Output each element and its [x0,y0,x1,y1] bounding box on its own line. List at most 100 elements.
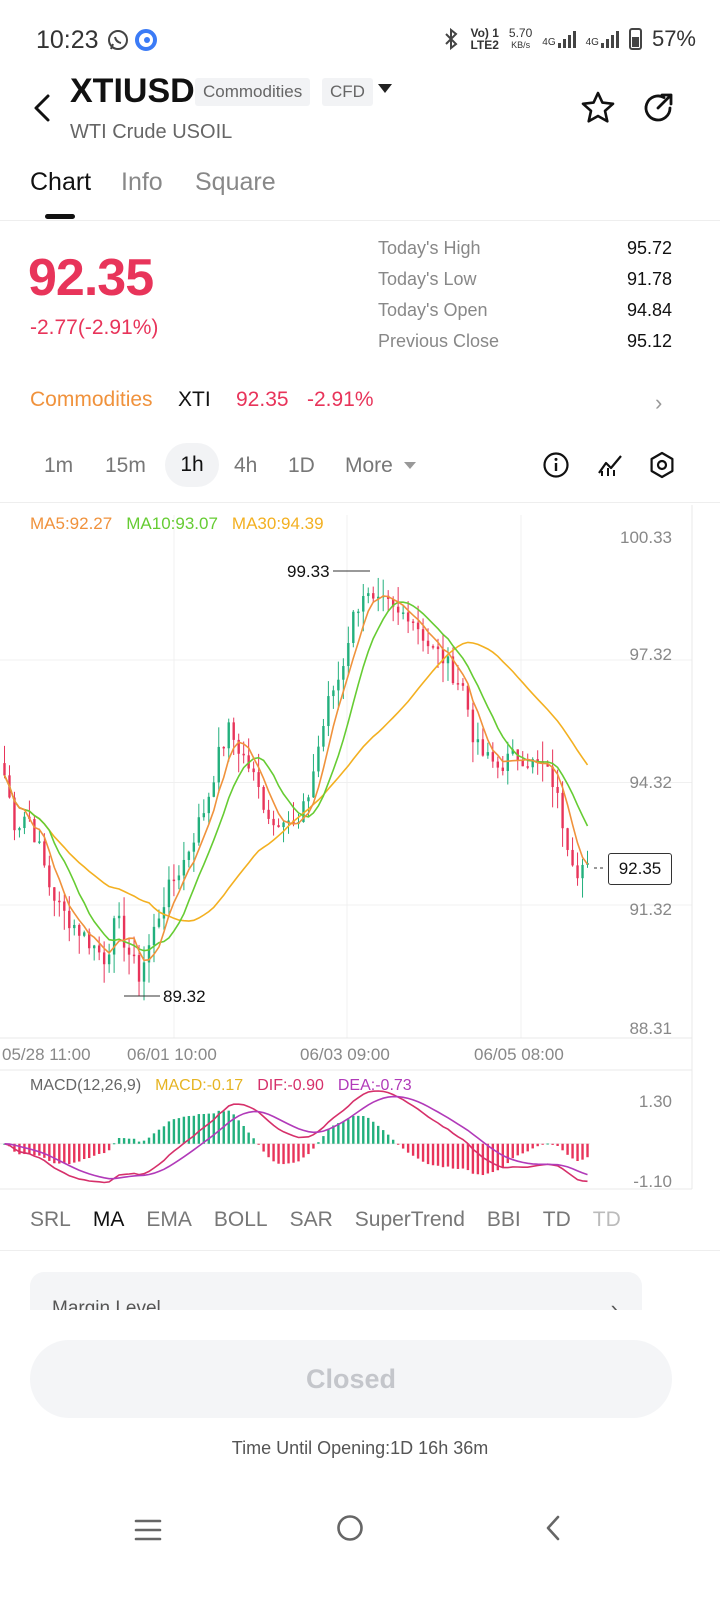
candle-body [33,819,36,843]
divider [0,502,720,503]
home-icon[interactable] [336,1514,364,1542]
macd-bar [53,1143,56,1164]
candle-body [471,709,475,743]
info-icon[interactable] [542,451,570,479]
menu-icon[interactable] [134,1518,162,1542]
time-until-opening: Time Until Opening:1D 16h 36m [231,1438,489,1458]
y-tick: 94.32 [629,773,672,792]
indicator-tab-boll[interactable]: BOLL [213,1208,268,1231]
interval-4h[interactable]: 4h [234,454,258,477]
signal-icon [600,30,619,48]
macd-bar [362,1116,365,1144]
chart-settings-icon[interactable] [648,451,676,479]
tab-square[interactable]: Square [195,168,276,196]
candle-body [511,749,514,754]
candle-body [566,828,569,850]
candle-body [147,945,151,963]
stat-label-high: Today's High [378,238,481,258]
nav-back-icon[interactable] [540,1514,568,1542]
macd-bar [127,1138,131,1144]
candle-body [88,932,91,949]
macd-bar [516,1143,519,1156]
macd-bar [386,1134,390,1144]
macd-bar [406,1143,410,1153]
macd-bar [357,1115,360,1144]
candle-body [207,796,210,814]
commodities-link[interactable]: Commodities [30,388,153,411]
macd-bar [18,1143,21,1155]
macd-bar [63,1143,66,1164]
macd-bar [511,1143,514,1159]
market-closed-button[interactable]: Closed [30,1340,672,1418]
stat-value-low: 91.78 [626,269,672,289]
share-button[interactable] [640,90,676,126]
candle-body [536,759,539,762]
indicator-tab-sar[interactable]: SAR [289,1208,333,1231]
interval-15m[interactable]: 15m [105,454,146,477]
macd-bar [401,1143,405,1149]
macd-bar [92,1143,96,1156]
candle-body [83,932,86,936]
candle-body [282,822,285,828]
drawing-tools-icon[interactable] [596,451,624,479]
candle-body [38,841,41,843]
macd-bar [456,1143,460,1169]
macd-bar [177,1118,181,1144]
candle-body [391,598,395,607]
current-price: 92.35 [28,249,154,307]
indicator-tab-td[interactable]: TD [542,1208,571,1231]
y-tick: 100.33 [620,528,672,547]
macd-bar [396,1143,400,1145]
candle-body [222,746,225,749]
back-button[interactable] [28,92,60,124]
macd-bar [327,1129,330,1144]
dropdown-caret-icon[interactable] [378,84,392,93]
candle-body [362,596,365,612]
indicator-tab-srl[interactable]: SRL [30,1208,71,1231]
indicator-tab-supertrend[interactable]: SuperTrend [354,1208,465,1231]
interval-1d[interactable]: 1D [288,454,315,477]
macd-bar [571,1143,574,1159]
candle-body [531,759,534,768]
candle-body [137,955,141,982]
ma-legend: MA5:92.27 MA10:93.07 MA30:94.39 [30,514,324,534]
symbol-title: XTIUSD [70,72,195,110]
favorite-star-button[interactable] [580,90,616,126]
speed-value: 5.70 [508,26,533,40]
candle-body [416,622,420,630]
macd-bar [162,1126,166,1144]
chevron-right-icon: › [610,1296,618,1321]
divider [0,1250,720,1251]
candle-body [571,849,574,866]
stat-value-open: 94.84 [626,300,672,320]
indicator-tab-td-2[interactable]: TD [592,1208,621,1231]
macd-bar [83,1143,86,1160]
macd-bar [536,1143,539,1147]
interval-1h[interactable]: 1h [165,443,219,487]
candle-body [53,887,56,901]
candle-body [257,772,260,788]
indicator-tab-ma[interactable]: MA [92,1208,125,1231]
tab-info[interactable]: Info [121,168,163,196]
macd-bar [496,1143,500,1171]
candle-body [337,679,340,691]
indicator-tabs: SRL MA EMA BOLL SAR SuperTrend BBI TD TD [30,1208,643,1232]
interval-1m[interactable]: 1m [44,454,74,477]
dif-line [4,1090,588,1184]
macd-bar [297,1143,300,1162]
price-chart[interactable]: 100.33 97.32 94.32 91.32 88.31 05/28 11:… [0,505,720,1205]
interval-more[interactable]: More [345,454,393,477]
macd-y-tick: -1.10 [633,1172,672,1191]
candle-body [122,915,126,948]
macd-legend: MACD(12,26,9) MACD:-0.17 DIF:-0.90 DEA:-0.7… [30,1077,412,1095]
macd-bar [217,1110,220,1144]
macd-bar [576,1143,579,1162]
ma10-value: MA10:93.07 [126,514,218,533]
indicator-tab-bbi[interactable]: BBI [486,1208,521,1231]
indicator-tab-ema[interactable]: EMA [146,1208,192,1231]
y-tick: 91.32 [629,900,672,919]
candle-body [23,816,26,829]
chevron-right-icon[interactable]: › [655,390,663,415]
tab-chart[interactable]: Chart [30,168,92,196]
moving-averages [3,595,589,962]
